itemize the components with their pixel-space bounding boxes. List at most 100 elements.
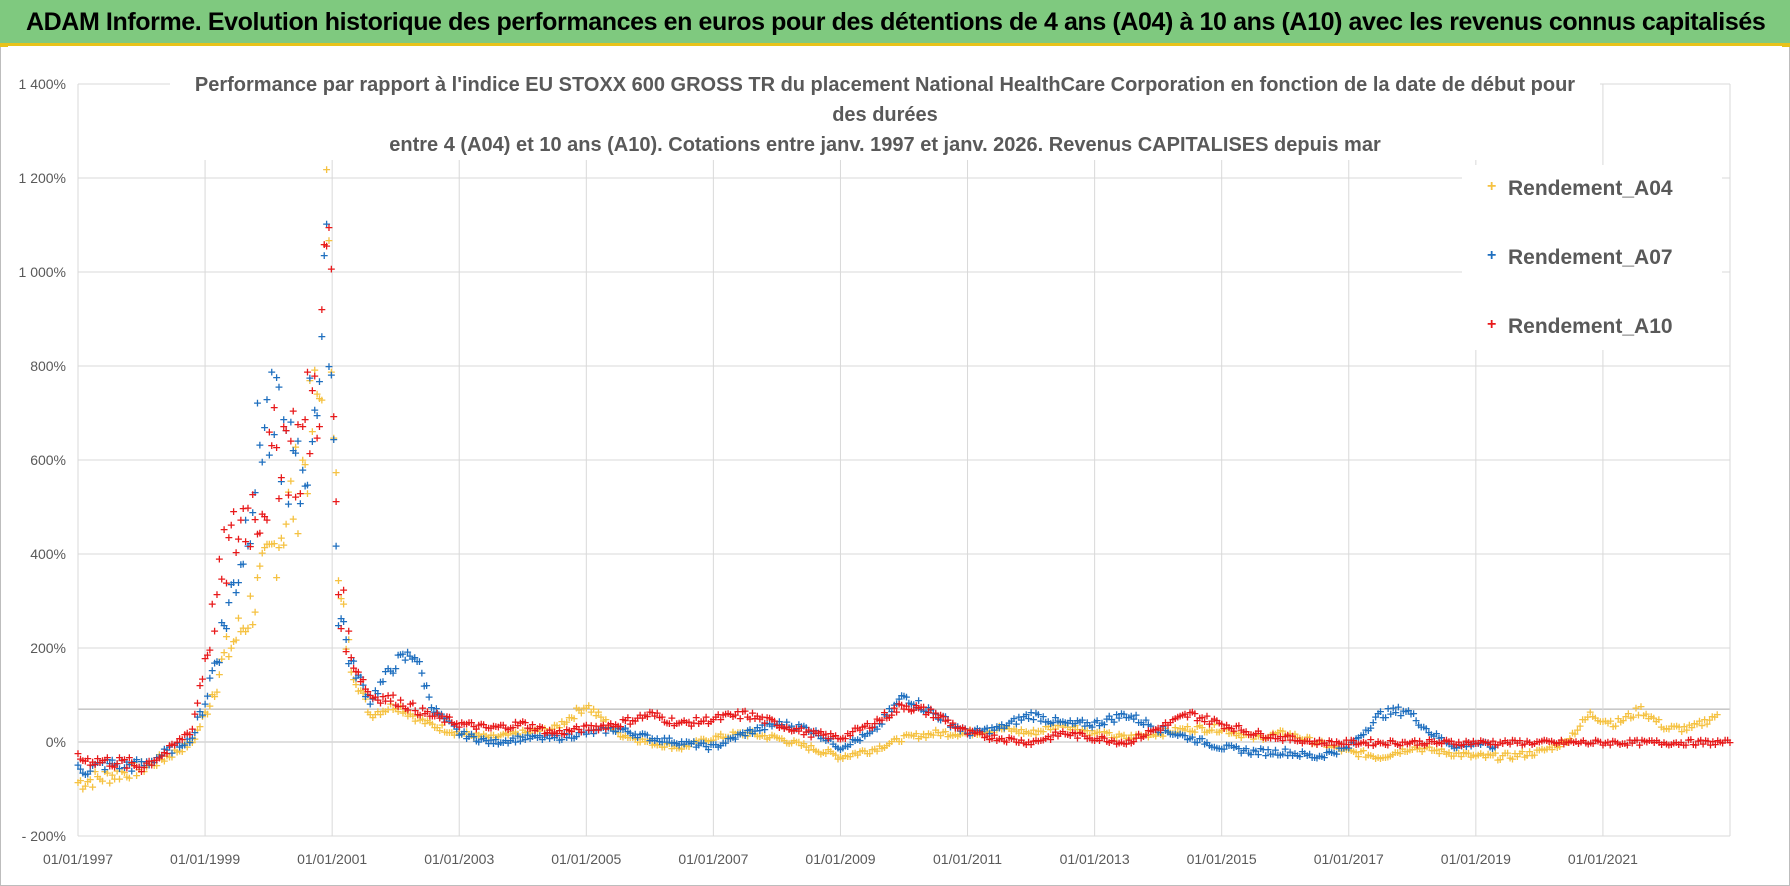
a04-point: + <box>1479 748 1488 761</box>
a07-point: + <box>1207 740 1216 753</box>
a04-point: + <box>848 747 857 760</box>
a07-point: + <box>1404 704 1413 717</box>
a04-point: + <box>1430 744 1439 757</box>
a04-point: + <box>1178 722 1187 735</box>
a07-point: + <box>631 728 640 741</box>
a04-point: + <box>438 719 447 732</box>
a10-point: + <box>511 715 520 728</box>
a04-point: + <box>272 571 281 584</box>
a04-point: + <box>719 731 728 744</box>
a10-point: + <box>284 489 293 502</box>
a07-point: + <box>767 719 776 732</box>
a10-point: + <box>780 722 789 735</box>
a07-point: + <box>484 737 493 750</box>
a10-point: + <box>103 751 112 764</box>
a04-point: + <box>1565 732 1574 745</box>
a04-point: + <box>1550 738 1559 751</box>
a04-point: + <box>1461 747 1470 760</box>
a10-point: + <box>1376 737 1385 750</box>
a07-point: + <box>1261 749 1270 762</box>
a07-point: + <box>1371 710 1380 723</box>
a04-point: + <box>231 633 240 646</box>
a10-point: + <box>83 752 92 765</box>
a07-point: + <box>1366 722 1375 735</box>
a04-point: + <box>267 538 276 551</box>
a10-point: + <box>127 756 136 769</box>
a04-point: + <box>1097 730 1106 743</box>
a10-point: + <box>1166 716 1175 729</box>
a07-point: + <box>904 697 913 710</box>
a07-point: + <box>1024 712 1033 725</box>
a04-point: + <box>599 714 608 727</box>
a10-point: + <box>684 716 693 729</box>
a04-point: + <box>1381 751 1390 764</box>
a10-point: + <box>1476 734 1485 747</box>
a04-point: + <box>464 728 473 741</box>
a04-point: + <box>604 720 613 733</box>
a10-point: + <box>165 739 174 752</box>
a07-point: + <box>811 724 820 737</box>
a07-point: + <box>951 720 960 733</box>
a07-point: + <box>450 720 459 733</box>
a07-point: + <box>137 755 146 768</box>
a10-point: + <box>714 708 723 721</box>
a04-point: + <box>1044 720 1053 733</box>
a10-point: + <box>1439 734 1448 747</box>
a10-point: + <box>1679 739 1688 752</box>
a10-point: + <box>851 721 860 734</box>
a10-point: + <box>435 711 444 724</box>
a04-point: + <box>394 705 403 718</box>
a04-point: + <box>772 731 781 744</box>
a04-point: + <box>816 747 825 760</box>
a04-point: + <box>499 728 508 741</box>
a04-point: + <box>368 711 377 724</box>
a04-point: + <box>1329 741 1338 754</box>
a10-point: + <box>105 759 114 772</box>
a04-point: + <box>1237 731 1246 744</box>
a04-point: + <box>167 751 176 764</box>
a07-point: + <box>1034 708 1043 721</box>
a10-point: + <box>1227 722 1236 735</box>
a07-point: + <box>1210 740 1219 753</box>
a07-point: + <box>1474 737 1483 750</box>
a07-point: + <box>162 743 171 756</box>
a07-point: + <box>1394 700 1403 713</box>
a07-point: + <box>398 648 407 661</box>
a07-point: + <box>317 330 326 343</box>
a04-point: + <box>1315 735 1324 748</box>
a10-point: + <box>255 526 264 539</box>
a04-point: + <box>1168 726 1177 739</box>
a07-point: + <box>1136 716 1145 729</box>
a04-point: + <box>699 732 708 745</box>
a10-point: + <box>1405 737 1414 750</box>
a10-point: + <box>829 730 838 743</box>
a04-point: + <box>1501 747 1510 760</box>
a10-point: + <box>1371 737 1380 750</box>
a10-point: + <box>486 722 495 735</box>
a10-point: + <box>1080 729 1089 742</box>
a07-point: + <box>152 751 161 764</box>
a10-point: + <box>1132 732 1141 745</box>
a10-point: + <box>738 705 747 718</box>
a07-point: + <box>1334 741 1343 754</box>
a10-point: + <box>765 711 774 724</box>
a04-point: + <box>1361 751 1370 764</box>
a10-point: + <box>1659 736 1668 749</box>
a04-point: + <box>763 732 772 745</box>
a04-point: + <box>200 705 209 718</box>
a07-point: + <box>540 731 549 744</box>
legend-marker-a04: + <box>1487 178 1497 195</box>
a07-point: + <box>770 718 779 731</box>
a07-point: + <box>1202 736 1211 749</box>
a10-point: + <box>982 730 991 743</box>
a10-point: + <box>1347 733 1356 746</box>
a10-point: + <box>312 432 321 445</box>
a10-point: + <box>1117 735 1126 748</box>
a04-point: + <box>508 727 517 740</box>
a04-point: + <box>383 703 392 716</box>
a07-point: + <box>447 717 456 730</box>
a10-point: + <box>1537 734 1546 747</box>
a10-point: + <box>1430 735 1439 748</box>
a07-point: + <box>1000 722 1009 735</box>
a10-point: + <box>81 755 90 768</box>
